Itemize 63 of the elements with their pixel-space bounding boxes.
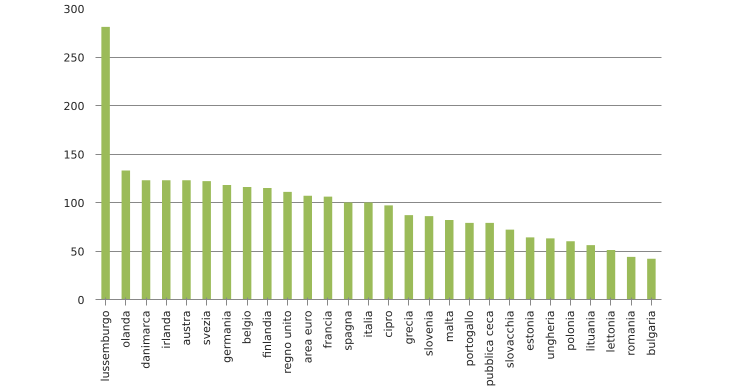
x-tick-label: slovenia xyxy=(422,310,436,356)
x-tick-label: pubblica ceca xyxy=(483,310,496,386)
bar xyxy=(324,196,332,300)
bar xyxy=(445,220,454,300)
bar xyxy=(344,202,352,300)
x-tick-label: svezia xyxy=(200,310,214,346)
x-tick-label: germania xyxy=(220,310,234,363)
bar xyxy=(526,237,534,300)
x-tick-label: regno unito xyxy=(281,310,294,374)
x-tick-label: romania xyxy=(624,310,638,356)
bar xyxy=(304,196,312,300)
x-tick-label: finlandia xyxy=(260,310,274,358)
bar xyxy=(647,258,656,300)
x-tick-label: lituania xyxy=(584,310,598,352)
x-tick-label: italia xyxy=(362,310,375,338)
bar xyxy=(242,186,252,300)
x-tick-label: polonia xyxy=(564,310,578,351)
x-tick-label: area euro xyxy=(301,310,314,364)
x-tick-label: belgio xyxy=(240,310,254,344)
bar xyxy=(566,241,575,300)
bar xyxy=(263,188,272,300)
bar xyxy=(626,256,636,300)
y-tick-label: 50 xyxy=(70,246,85,258)
x-tick-label: slovacchia xyxy=(503,310,516,368)
bar xyxy=(162,180,170,300)
bar xyxy=(202,181,211,300)
bar xyxy=(142,180,150,300)
bar xyxy=(404,215,414,300)
y-tick-label: 250 xyxy=(64,52,85,64)
x-tick-label: cipro xyxy=(382,310,396,338)
bar xyxy=(465,222,474,300)
x-tick-label: lettonia xyxy=(604,310,618,352)
bar xyxy=(506,230,514,300)
y-tick-label: 0 xyxy=(78,294,84,307)
bar xyxy=(122,170,130,300)
x-tick-label: bulgaria xyxy=(644,310,658,356)
x-tick-label: grecia xyxy=(402,310,416,344)
x-tick-label: irlanda xyxy=(160,310,173,349)
x-tick-label: estonia xyxy=(524,310,537,351)
x-tick-label: malta xyxy=(442,310,456,342)
bar xyxy=(586,245,595,300)
bar xyxy=(364,202,373,300)
y-tick-label: 200 xyxy=(64,100,85,113)
x-tick-label: olanda xyxy=(119,310,132,348)
bar xyxy=(606,250,616,300)
x-tick-label: portogallo xyxy=(462,310,476,366)
x-tick-label: spagna xyxy=(342,310,355,351)
x-tick-label: lussemburgo xyxy=(99,310,112,382)
x-tick-label: francia xyxy=(321,310,334,348)
x-tick-label: danimarca xyxy=(140,310,153,369)
bar xyxy=(101,26,110,300)
y-tick-label: 100 xyxy=(64,197,85,210)
y-tick-label: 150 xyxy=(64,148,85,162)
bar xyxy=(546,238,555,300)
bar xyxy=(424,216,434,300)
y-tick-label: 300 xyxy=(64,3,85,16)
bar xyxy=(222,185,232,300)
bar xyxy=(283,192,292,300)
x-tick-label: ungheria xyxy=(544,310,557,360)
x-tick-label: austra xyxy=(180,310,193,346)
bar xyxy=(182,180,191,300)
bar xyxy=(485,222,494,300)
bar xyxy=(384,205,393,300)
